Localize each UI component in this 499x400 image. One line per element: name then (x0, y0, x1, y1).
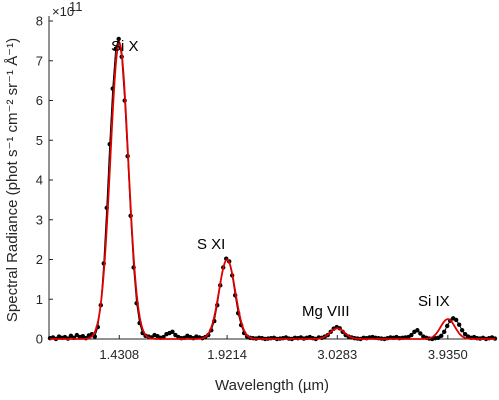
data-point (442, 329, 447, 335)
data-point (459, 328, 465, 333)
y-exponent-base: ×10 (52, 4, 74, 19)
annotation-mg-viii: Mg VIII (302, 303, 350, 320)
fit-line (50, 42, 495, 340)
data-point (445, 323, 450, 329)
y-exponent-power: 11 (69, 0, 83, 14)
data-point (415, 328, 420, 333)
y-tick-label: 3 (36, 212, 43, 227)
y-tick-label: 0 (36, 332, 43, 347)
x-tick-label: 1.4308 (99, 347, 139, 362)
annotation-si-x: Si X (111, 38, 139, 55)
data-point (439, 333, 444, 339)
x-axis-ticks: 1.4308 1.9214 3.0283 3.9350 (99, 335, 468, 362)
y-tick-label: 8 (36, 14, 43, 29)
y-tick-label: 5 (36, 133, 43, 148)
x-tick-label: 3.0283 (317, 347, 357, 362)
x-tick-label: 3.9350 (428, 347, 468, 362)
y-tick-label: 4 (36, 173, 43, 188)
annotation-s-xi: S XI (197, 236, 225, 253)
annotation-si-ix: Si IX (418, 293, 450, 310)
data-point (453, 317, 459, 323)
x-axis-label: Wavelength (µm) (215, 377, 329, 394)
y-axis-ticks: 0 1 2 3 4 5 6 7 8 (36, 14, 53, 347)
y-axis-label: Spectral Radiance (phot s⁻¹ cm⁻² sr⁻¹ Å⁻… (4, 38, 21, 322)
data-point (116, 36, 121, 42)
y-tick-label: 1 (36, 292, 43, 307)
y-tick-label: 6 (36, 93, 43, 108)
data-point (462, 332, 468, 337)
x-tick-label: 1.9214 (207, 347, 247, 362)
fit-series (50, 42, 495, 340)
data-point (409, 332, 414, 338)
y-tick-label: 2 (36, 252, 43, 267)
data-point (418, 331, 423, 336)
data-point (456, 322, 462, 327)
y-tick-label: 7 (36, 53, 43, 68)
data-point (170, 329, 175, 335)
